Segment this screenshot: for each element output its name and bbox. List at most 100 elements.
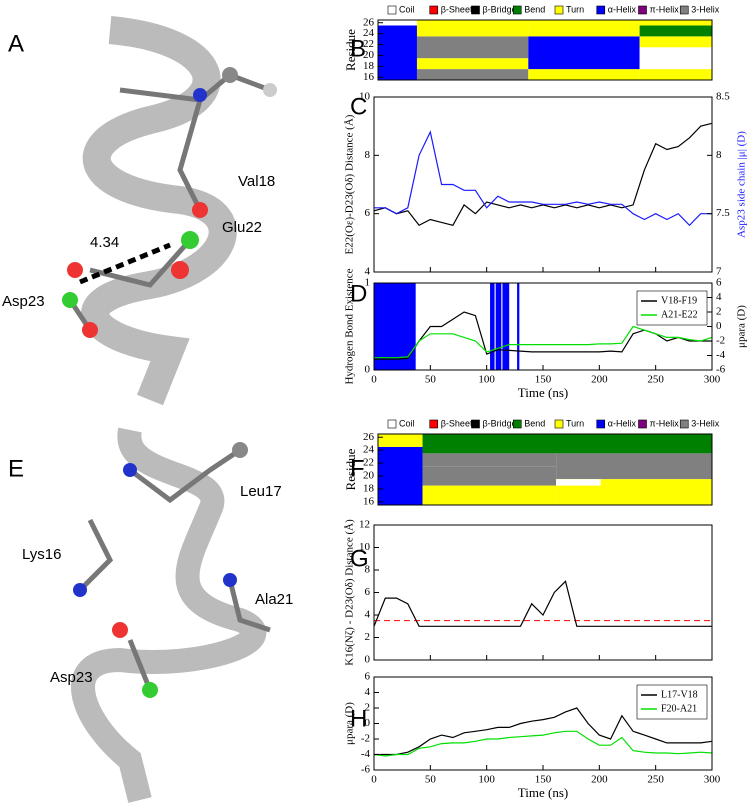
- legend-swatch: [554, 5, 564, 15]
- x-tick-label: 200: [591, 374, 608, 386]
- y-axis-label: μpara (D): [344, 702, 356, 745]
- y2-tick-label: 7.5: [716, 207, 730, 219]
- hbond-bar: [495, 283, 502, 370]
- panel-label: G: [350, 545, 369, 572]
- legend-label: L17-V18: [661, 689, 698, 700]
- y-tick-label: 6: [365, 671, 371, 683]
- hbond-bar: [490, 283, 495, 370]
- legend-label: Turn: [566, 4, 584, 14]
- dssp-block: [378, 446, 423, 505]
- y-tick-label: 2: [365, 702, 371, 714]
- legend-swatch: [596, 5, 606, 15]
- y-tick-label: 18: [363, 60, 375, 72]
- x-tick-label: 200: [591, 774, 608, 786]
- y-tick-label: 8: [365, 564, 371, 576]
- dssp-block: [416, 20, 529, 37]
- x-tick-label: 50: [425, 374, 437, 386]
- y2-tick-label: 4: [716, 291, 722, 303]
- y-tick-label: 20: [363, 469, 375, 481]
- distance-label: 4.34: [90, 234, 119, 251]
- legend-swatch: [512, 5, 522, 15]
- y-axis-label: Residue: [343, 448, 358, 490]
- panel-label: B: [350, 35, 366, 62]
- panel-label: H: [350, 705, 367, 732]
- dssp-block: [416, 58, 529, 70]
- x-tick-label: 300: [704, 774, 721, 786]
- dssp-block: [639, 47, 712, 70]
- legend-box: [636, 684, 708, 720]
- legend-label: V18-F19: [661, 295, 697, 306]
- y-tick-label: 0: [365, 654, 371, 666]
- x-axis-label: Time (ns): [518, 385, 568, 400]
- y-tick-label: -2: [361, 733, 370, 745]
- y-tick-label: 6: [365, 586, 371, 598]
- legend-label: 3-Helix: [691, 418, 720, 428]
- legend-label: α-Helix: [608, 4, 637, 14]
- y-tick-label: 1: [365, 277, 371, 289]
- residue-label: Glu22: [222, 219, 262, 236]
- dssp-block: [556, 479, 601, 486]
- legend-label: A21-E22: [661, 309, 698, 320]
- dssp-block: [416, 36, 529, 59]
- y-tick-label: 2: [365, 631, 371, 643]
- legend-label: β-Sheet: [441, 418, 473, 428]
- y-tick-label: 12: [359, 519, 370, 531]
- legend-swatch: [387, 5, 397, 15]
- molecule-bottom: [71, 427, 271, 803]
- x-tick-label: 100: [478, 774, 495, 786]
- dssp-block: [639, 69, 712, 80]
- y-tick-label: 24: [363, 444, 375, 456]
- legend-swatch: [512, 419, 522, 429]
- y-tick-label: 10: [359, 91, 371, 103]
- y-tick-label: 22: [363, 38, 374, 50]
- y2-tick-label: -4: [716, 349, 726, 361]
- y-tick-label: 4: [365, 609, 371, 621]
- legend-swatch: [471, 419, 480, 429]
- residue-label: Asp23: [50, 669, 93, 686]
- y-tick-label: 6: [365, 207, 371, 219]
- y-tick-label: 20: [363, 49, 375, 61]
- y-tick-label: -6: [361, 764, 371, 776]
- y2-axis-label: Asp23 side chain |μ| (D): [736, 131, 748, 238]
- panel-label: A: [8, 30, 24, 57]
- series-line: [374, 130, 712, 227]
- x-tick-label: 150: [535, 774, 552, 786]
- legend-label: Bend: [524, 418, 545, 428]
- y-axis-label: K16(Nζ) - D23(Oδ) Distance (Å): [344, 519, 356, 666]
- series-line: [374, 325, 713, 359]
- y2-tick-label: 7: [716, 266, 722, 278]
- y2-tick-label: 0: [716, 320, 722, 332]
- y-tick-label: 4: [365, 686, 371, 698]
- molecule-top: [62, 16, 277, 406]
- legend-swatch: [429, 5, 439, 15]
- y-axis-label: Residue: [343, 29, 358, 71]
- y-tick-label: 18: [363, 482, 375, 494]
- legend-label: β-Bridge: [483, 418, 517, 428]
- y-tick-label: 10: [359, 541, 371, 553]
- legend-label: α-Helix: [608, 418, 637, 428]
- y2-tick-label: -2: [716, 335, 725, 347]
- series-line: [373, 580, 712, 627]
- legend-label: Turn: [566, 418, 584, 428]
- x-tick-label: 0: [371, 374, 377, 386]
- legend-label: β-Bridge: [483, 4, 517, 14]
- y-tick-label: 26: [363, 16, 375, 28]
- panel-label: F: [350, 455, 365, 482]
- x-tick-label: 50: [425, 774, 437, 786]
- y-tick-label: 16: [363, 71, 375, 83]
- legend-label: Coil: [399, 4, 415, 14]
- dssp-block: [422, 466, 557, 486]
- dssp-block: [528, 69, 640, 80]
- x-tick-label: 250: [647, 374, 664, 386]
- hbond-bar: [517, 283, 520, 370]
- legend-swatch: [638, 419, 647, 429]
- panel-label: D: [350, 280, 367, 307]
- dssp-block: [378, 20, 417, 26]
- series-line: [374, 707, 713, 756]
- y-tick-label: 24: [363, 27, 375, 39]
- y-axis-label: E22(Oε)-D23(Oδ) Distance (Å): [344, 114, 356, 254]
- residue-label: Val18: [238, 173, 275, 190]
- y-axis-label: Hydrogen Bond Existence: [344, 268, 356, 384]
- y-tick-label: 16: [363, 495, 375, 507]
- y2-tick-label: 6: [716, 277, 722, 289]
